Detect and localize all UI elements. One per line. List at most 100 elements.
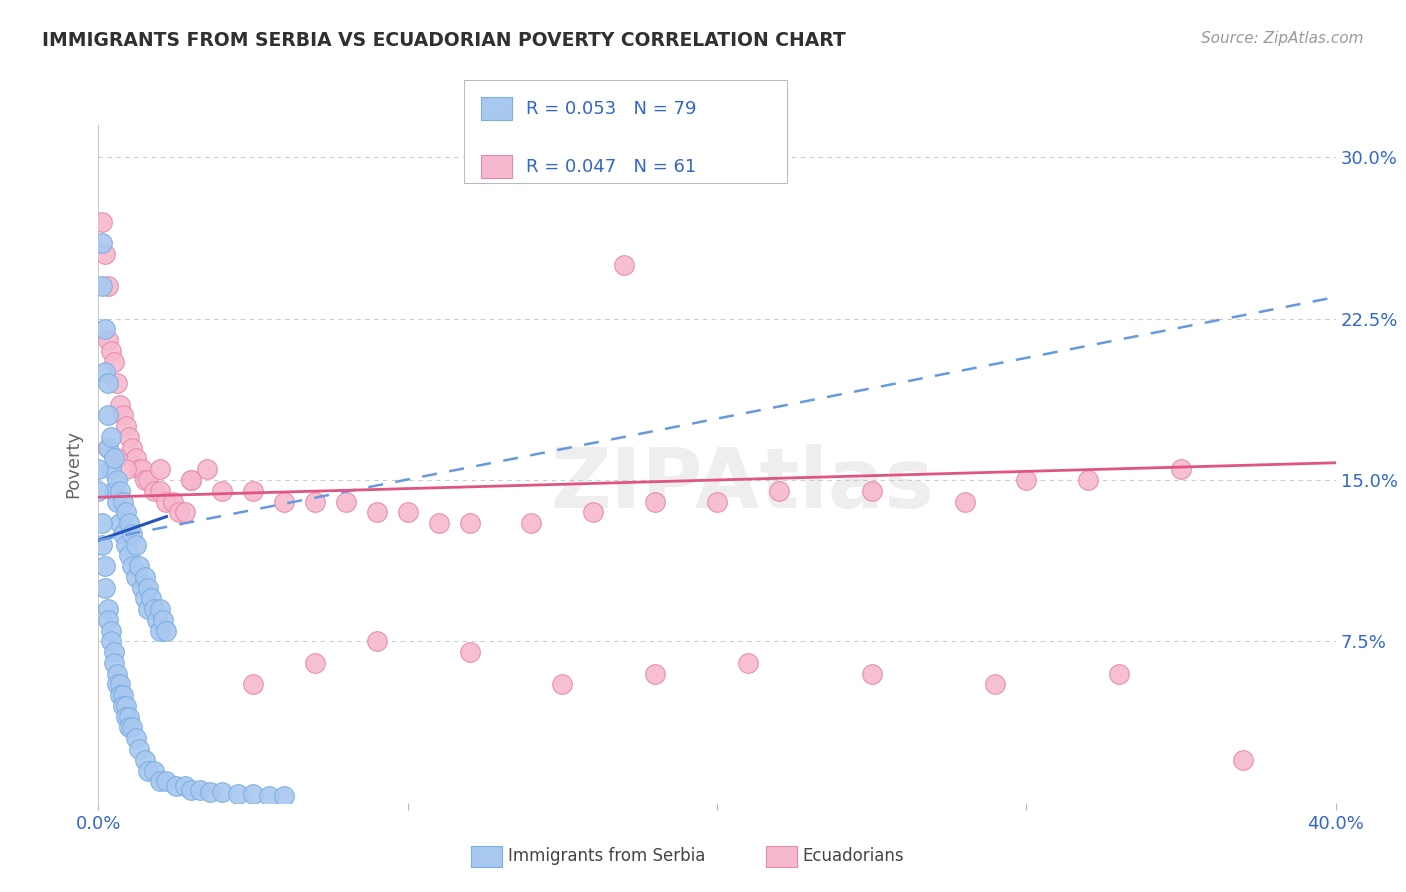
Point xyxy=(108,398,131,412)
Point xyxy=(1108,666,1130,681)
Point xyxy=(103,483,125,498)
Point xyxy=(860,666,883,681)
Point xyxy=(115,698,138,713)
Point xyxy=(582,505,605,519)
Point xyxy=(304,494,326,508)
Point xyxy=(103,656,125,670)
Point xyxy=(134,591,156,606)
Point xyxy=(112,688,135,702)
Point xyxy=(97,602,120,616)
Point xyxy=(136,473,159,487)
Text: R = 0.047   N = 61: R = 0.047 N = 61 xyxy=(526,158,696,176)
Point xyxy=(100,462,122,476)
Text: Immigrants from Serbia: Immigrants from Serbia xyxy=(508,847,704,865)
Point xyxy=(335,494,357,508)
Point xyxy=(136,764,159,778)
Point xyxy=(165,779,187,793)
Point xyxy=(128,742,150,756)
Point xyxy=(97,279,120,293)
Point xyxy=(112,494,135,508)
Point xyxy=(93,559,115,574)
Point xyxy=(190,783,212,797)
Point xyxy=(211,785,233,799)
Point xyxy=(211,483,233,498)
Point xyxy=(97,333,120,347)
Point xyxy=(115,537,138,551)
Point xyxy=(242,787,264,801)
Point xyxy=(103,354,125,368)
Point xyxy=(242,677,264,691)
Point xyxy=(124,451,146,466)
Point xyxy=(121,559,143,574)
Point xyxy=(149,624,172,638)
Point xyxy=(195,462,218,476)
Point xyxy=(118,721,141,735)
Point xyxy=(134,570,156,584)
Point xyxy=(124,570,146,584)
Point xyxy=(953,494,976,508)
Point xyxy=(1077,473,1099,487)
Point xyxy=(103,451,125,466)
Point xyxy=(97,613,120,627)
Text: ZIPAtlas: ZIPAtlas xyxy=(550,443,934,524)
Point xyxy=(180,473,202,487)
Point xyxy=(366,505,388,519)
Point xyxy=(520,516,543,530)
Point xyxy=(87,462,110,476)
Point xyxy=(97,409,120,423)
Point xyxy=(105,473,128,487)
Point xyxy=(131,462,153,476)
Point xyxy=(90,537,112,551)
Point xyxy=(149,602,172,616)
Point xyxy=(226,787,249,801)
Point xyxy=(93,247,115,261)
Point xyxy=(108,688,131,702)
Point xyxy=(118,430,141,444)
Point xyxy=(108,516,131,530)
Point xyxy=(1015,473,1038,487)
Point xyxy=(115,505,138,519)
Point xyxy=(139,591,162,606)
Point xyxy=(152,613,174,627)
Point xyxy=(984,677,1007,691)
Point xyxy=(134,473,156,487)
Point xyxy=(146,613,169,627)
Point xyxy=(136,602,159,616)
Point xyxy=(112,409,135,423)
Point xyxy=(97,441,120,455)
Point xyxy=(112,698,135,713)
Point xyxy=(155,624,177,638)
Point xyxy=(128,559,150,574)
Point xyxy=(100,430,122,444)
Text: Source: ZipAtlas.com: Source: ZipAtlas.com xyxy=(1201,31,1364,46)
Point xyxy=(115,709,138,723)
Point xyxy=(124,731,146,746)
Point xyxy=(273,789,295,804)
Point xyxy=(242,483,264,498)
Point xyxy=(143,483,166,498)
Point xyxy=(136,581,159,595)
Point xyxy=(149,462,172,476)
Point xyxy=(1232,753,1254,767)
Text: Ecuadorians: Ecuadorians xyxy=(803,847,904,865)
Point xyxy=(100,624,122,638)
Point xyxy=(162,494,184,508)
Point xyxy=(613,258,636,272)
Point xyxy=(198,785,221,799)
Point xyxy=(155,494,177,508)
Text: IMMIGRANTS FROM SERBIA VS ECUADORIAN POVERTY CORRELATION CHART: IMMIGRANTS FROM SERBIA VS ECUADORIAN POV… xyxy=(42,31,846,50)
Point xyxy=(860,483,883,498)
Point xyxy=(458,516,481,530)
Point xyxy=(93,365,115,379)
Point xyxy=(115,419,138,434)
Point xyxy=(105,451,128,466)
Point xyxy=(97,441,120,455)
Point xyxy=(105,376,128,391)
Point xyxy=(128,462,150,476)
Point xyxy=(118,516,141,530)
Point xyxy=(118,709,141,723)
Point xyxy=(97,376,120,391)
Point xyxy=(458,645,481,659)
Point xyxy=(93,581,115,595)
Point xyxy=(100,634,122,648)
